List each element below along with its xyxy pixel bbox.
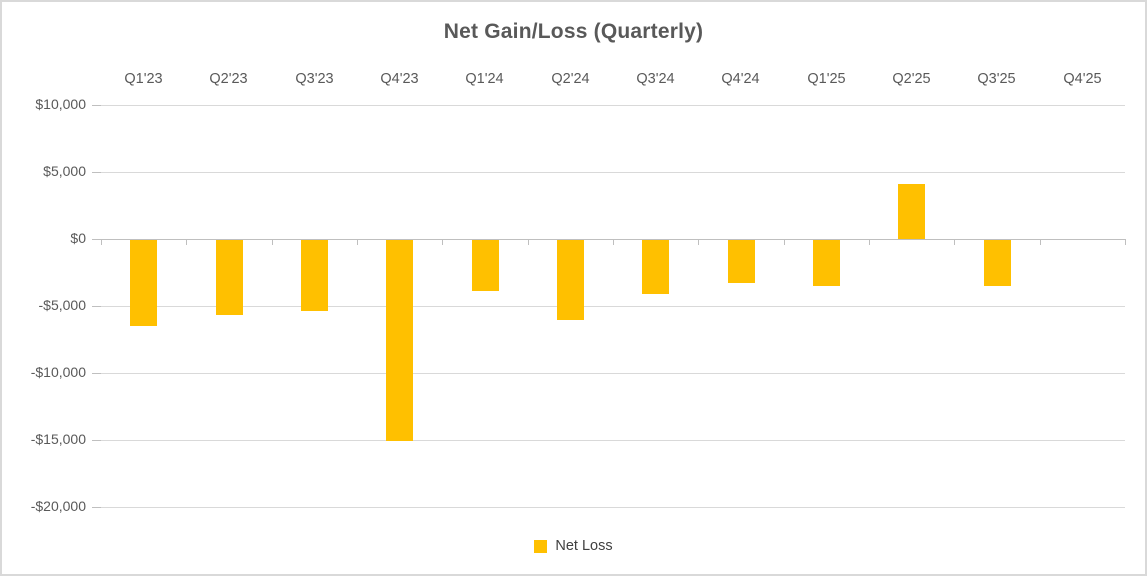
y-axis-tick-label: -$15,000 bbox=[30, 431, 86, 447]
x-axis-tick-mark bbox=[954, 239, 955, 245]
bar-Q3'23[interactable] bbox=[301, 240, 328, 311]
x-axis-tick-mark bbox=[357, 239, 358, 245]
x-axis-tick-mark bbox=[101, 239, 102, 245]
bar-Q4'24[interactable] bbox=[728, 240, 755, 283]
x-category-label: Q4'24 bbox=[721, 71, 760, 87]
bar-Q4'23[interactable] bbox=[386, 240, 413, 441]
x-category-label: Q4'25 bbox=[1063, 71, 1102, 87]
x-axis-tick-mark bbox=[784, 239, 785, 245]
x-category-label: Q1'23 bbox=[124, 71, 163, 87]
legend[interactable]: Net Loss bbox=[2, 538, 1145, 554]
x-axis-tick-mark bbox=[1040, 239, 1041, 245]
x-category-label: Q1'24 bbox=[465, 71, 504, 87]
bar-Q1'24[interactable] bbox=[472, 240, 499, 291]
gridline bbox=[101, 105, 1125, 106]
gridline bbox=[101, 373, 1125, 374]
bar-Q3'25[interactable] bbox=[984, 240, 1011, 286]
x-axis-tick-mark bbox=[869, 239, 870, 245]
y-axis-tick-label: $10,000 bbox=[35, 96, 86, 112]
bar-Q2'23[interactable] bbox=[216, 240, 243, 315]
x-category-label: Q3'24 bbox=[636, 71, 675, 87]
y-axis-tick-label: $5,000 bbox=[43, 163, 86, 179]
x-axis-tick-mark bbox=[1125, 239, 1126, 245]
gridline bbox=[101, 507, 1125, 508]
gridline bbox=[101, 440, 1125, 441]
bar-Q3'24[interactable] bbox=[642, 240, 669, 294]
y-axis-tick-mark bbox=[92, 373, 101, 374]
bar-Q1'23[interactable] bbox=[130, 240, 157, 326]
y-axis-tick-mark bbox=[92, 507, 101, 508]
gridline bbox=[101, 172, 1125, 173]
y-axis-tick-label: -$5,000 bbox=[38, 297, 86, 313]
bar-Q1'25[interactable] bbox=[813, 240, 840, 286]
x-category-label: Q2'23 bbox=[209, 71, 248, 87]
y-axis-tick-mark bbox=[92, 306, 101, 307]
x-axis-tick-mark bbox=[272, 239, 273, 245]
y-axis-tick-label: -$20,000 bbox=[30, 498, 86, 514]
x-category-label: Q3'25 bbox=[977, 71, 1016, 87]
y-axis-tick-mark bbox=[92, 239, 101, 240]
bar-Q2'24[interactable] bbox=[557, 240, 584, 320]
legend-label: Net Loss bbox=[555, 538, 613, 554]
bar-Q2'25[interactable] bbox=[898, 184, 925, 239]
x-category-label: Q4'23 bbox=[380, 71, 419, 87]
x-axis-tick-mark bbox=[186, 239, 187, 245]
legend-swatch-icon bbox=[534, 539, 548, 553]
x-axis-tick-mark bbox=[698, 239, 699, 245]
x-category-label: Q3'23 bbox=[295, 71, 334, 87]
y-axis-tick-mark bbox=[92, 172, 101, 173]
x-category-label: Q2'25 bbox=[892, 71, 931, 87]
x-axis-tick-mark bbox=[528, 239, 529, 245]
gridline bbox=[101, 306, 1125, 307]
x-axis-tick-mark bbox=[613, 239, 614, 245]
y-axis-tick-label: -$10,000 bbox=[30, 364, 86, 380]
x-axis-tick-mark bbox=[442, 239, 443, 245]
x-category-label: Q2'24 bbox=[551, 71, 590, 87]
y-axis-tick-label: $0 bbox=[70, 230, 86, 246]
y-axis-tick-mark bbox=[92, 105, 101, 106]
y-axis-tick-mark bbox=[92, 440, 101, 441]
x-category-label: Q1'25 bbox=[807, 71, 846, 87]
chart-title: Net Gain/Loss (Quarterly) bbox=[443, 20, 704, 43]
